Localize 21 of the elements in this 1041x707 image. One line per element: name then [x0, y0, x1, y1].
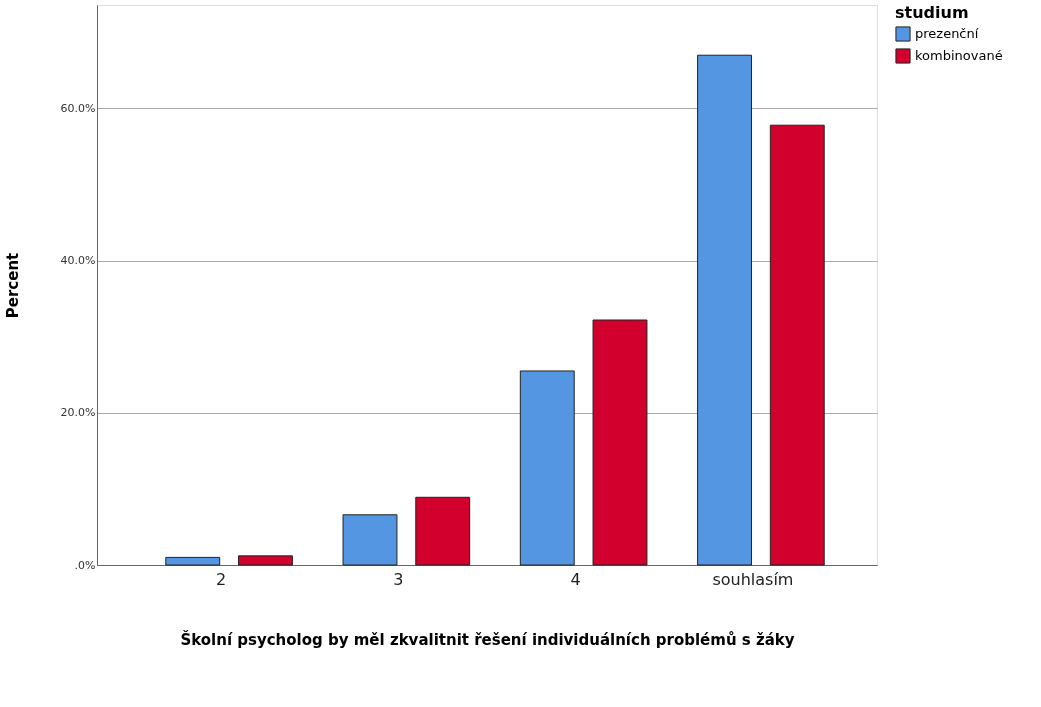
bar [415, 496, 471, 566]
y-axis-title: Percent [3, 252, 22, 319]
bar [769, 124, 825, 566]
bar [592, 319, 648, 566]
y-tick-label: .0% [74, 558, 96, 572]
x-tick-label: 2 [216, 569, 227, 589]
bar [519, 370, 575, 566]
x-tick-label: souhlasím [712, 569, 794, 589]
bar [165, 556, 221, 566]
legend-title: studium [895, 3, 969, 22]
legend-label: prezenční [915, 26, 979, 41]
bar [238, 555, 293, 566]
x-tick-label: 3 [393, 569, 404, 589]
x-axis-title: Školní psycholog by měl zkvalitnit řešení individuálních problémů s žáky [180, 629, 795, 649]
y-tick-label: 20.0% [60, 406, 96, 420]
y-tick-label: 60.0% [60, 101, 96, 115]
x-tick-label: 4 [570, 569, 581, 589]
legend-label: kombinované [915, 48, 1003, 63]
bar [697, 54, 752, 566]
y-tick-label: 40.0% [60, 254, 96, 268]
bar [342, 514, 398, 566]
